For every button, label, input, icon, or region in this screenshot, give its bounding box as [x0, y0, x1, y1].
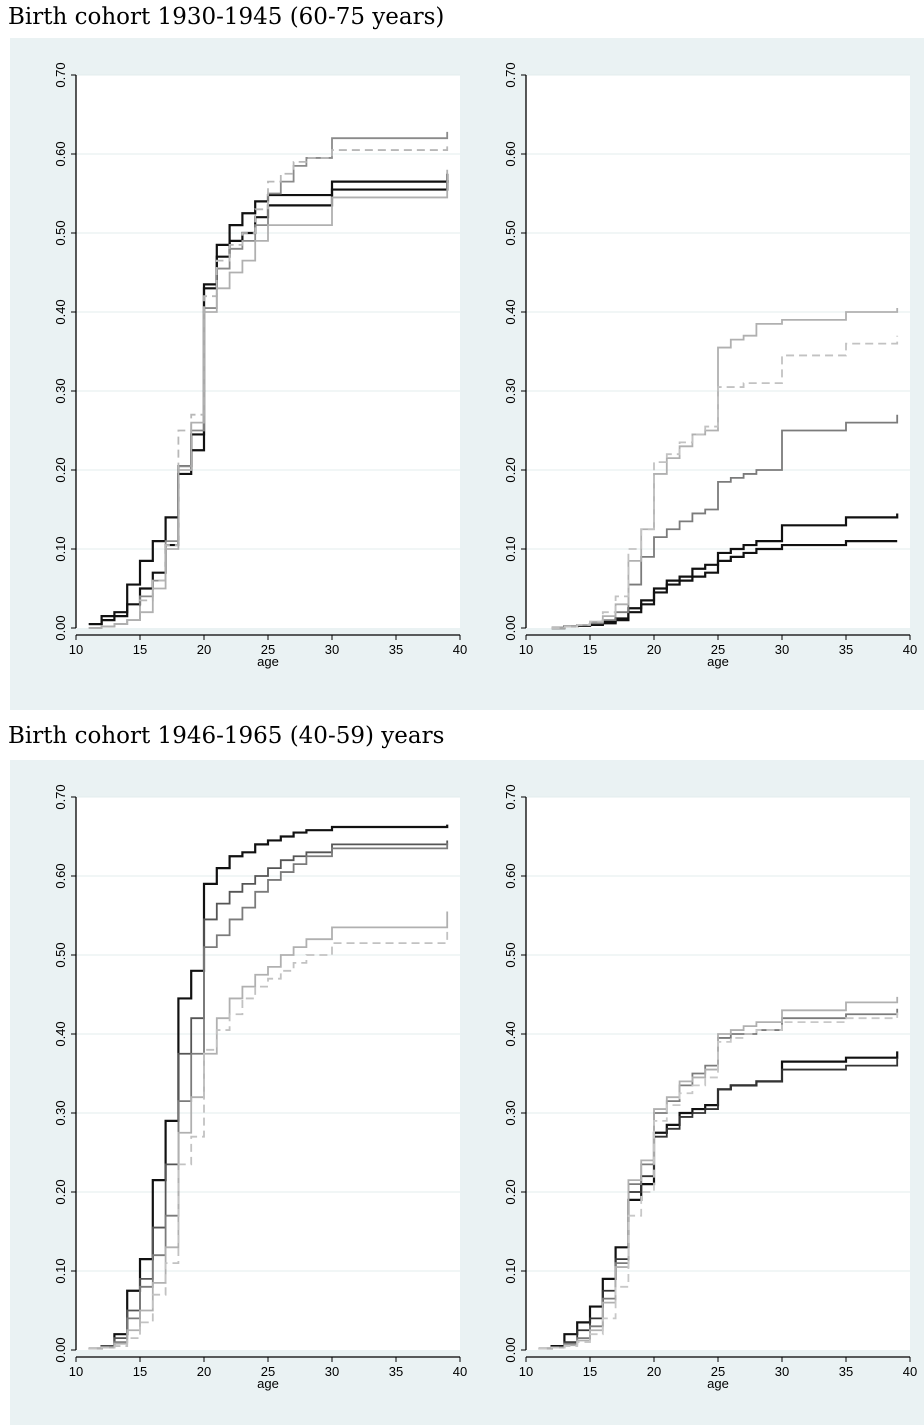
- x-tick-label: 25: [711, 1364, 725, 1379]
- x-tick-label: 40: [903, 642, 917, 657]
- series-line-5: [551, 335, 899, 629]
- y-tick-label: 0.10: [503, 1258, 518, 1283]
- y-tick-label: 0.30: [503, 378, 518, 403]
- series-line-5: [538, 1012, 899, 1350]
- series-line-2: [538, 1057, 899, 1350]
- x-tick-label: 10: [69, 642, 83, 657]
- y-tick-label: 0.50: [503, 942, 518, 967]
- y-tick-label: 0.20: [53, 1179, 68, 1204]
- y-tick-label: 0.00: [503, 1337, 518, 1362]
- y-tick-label: 0.60: [503, 863, 518, 888]
- y-tick-label: 0.40: [53, 1021, 68, 1046]
- y-tick-label: 0.00: [503, 615, 518, 640]
- x-tick-label: 15: [583, 642, 597, 657]
- y-tick-label: 0.20: [503, 1179, 518, 1204]
- x-tick-label: 20: [197, 642, 211, 657]
- x-tick-label: 40: [453, 642, 467, 657]
- y-tick-label: 0.40: [503, 299, 518, 324]
- x-tick-label: 20: [647, 642, 661, 657]
- y-tick-label: 0.70: [53, 784, 68, 809]
- x-tick-label: 15: [133, 1364, 147, 1379]
- series-line-4: [551, 308, 899, 629]
- x-tick-label: 30: [775, 1364, 789, 1379]
- x-tick-label: 30: [775, 642, 789, 657]
- x-tick-label: 10: [519, 642, 533, 657]
- chart-1946-1965-right: 0.00 0.10 0.20 0.30 0.40 0.50 0.60 0.70 10 15 20 25…: [503, 784, 917, 1391]
- y-tick-label: 0.10: [53, 1258, 68, 1283]
- y-tick-label: 0.40: [53, 299, 68, 324]
- x-axis-label: age: [257, 1376, 279, 1391]
- y-tick-label: 0.30: [53, 378, 68, 403]
- cohort-title-1: Birth cohort 1930-1945 (60-75 years): [8, 4, 445, 30]
- chart-1946-1965-left: 0.00 0.10 0.20 0.30 0.40 0.50 0.60 0.70 10 15 20 25…: [53, 784, 467, 1391]
- y-tick-label: 0.10: [53, 536, 68, 561]
- x-tick-label: 25: [261, 1364, 275, 1379]
- x-tick-label: 20: [197, 1364, 211, 1379]
- y-tick-label: 0.10: [503, 536, 518, 561]
- series-line-3: [551, 414, 899, 629]
- y-tick-label: 0.50: [53, 220, 68, 245]
- x-tick-label: 25: [711, 642, 725, 657]
- y-tick-label: 0.60: [53, 863, 68, 888]
- x-tick-label: 40: [903, 1364, 917, 1379]
- y-tick-label: 0.70: [503, 784, 518, 809]
- y-tick-label: 0.70: [53, 62, 68, 87]
- y-tick-label: 0.30: [53, 1100, 68, 1125]
- y-tick-label: 0.40: [503, 1021, 518, 1046]
- chart-1930-1945-right: 0.00 0.10 0.20 0.30 0.40 0.50 0.60 0.70 10 15 20 25…: [503, 62, 917, 669]
- x-tick-label: 35: [389, 642, 403, 657]
- x-tick-label: 35: [839, 642, 853, 657]
- plot-area: [76, 75, 460, 628]
- y-tick-label: 0.60: [53, 141, 68, 166]
- y-tick-label: 0.50: [53, 942, 68, 967]
- x-tick-label: 10: [519, 1364, 533, 1379]
- x-tick-label: 15: [133, 642, 147, 657]
- x-axis-label: age: [707, 654, 729, 669]
- x-tick-label: 40: [453, 1364, 467, 1379]
- series-line-3: [88, 842, 449, 1350]
- plot-area: [526, 797, 910, 1350]
- x-tick-label: 30: [325, 1364, 339, 1379]
- series-line-5: [88, 169, 449, 629]
- cohort-title-2: Birth cohort 1946-1965 (40-59) years: [8, 723, 445, 749]
- y-tick-label: 0.20: [53, 457, 68, 482]
- y-tick-label: 0.30: [503, 1100, 518, 1125]
- x-tick-label: 20: [647, 1364, 661, 1379]
- chart-1930-1945-left: 0.00 0.10 0.20 0.30 0.40 0.50 0.60 0.70 10 15 20 25…: [53, 62, 467, 669]
- x-tick-label: 35: [839, 1364, 853, 1379]
- y-tick-label: 0.00: [53, 615, 68, 640]
- series-line-2: [88, 840, 449, 1350]
- y-tick-label: 0.70: [503, 62, 518, 87]
- y-tick-label: 0.00: [53, 1337, 68, 1362]
- y-tick-label: 0.60: [503, 141, 518, 166]
- x-tick-label: 10: [69, 1364, 83, 1379]
- series-line-4: [538, 996, 899, 1350]
- x-tick-label: 35: [389, 1364, 403, 1379]
- y-tick-label: 0.50: [503, 220, 518, 245]
- x-axis-label: age: [257, 654, 279, 669]
- x-tick-label: 15: [583, 1364, 597, 1379]
- series-line-1: [88, 824, 449, 1350]
- x-tick-label: 30: [325, 642, 339, 657]
- x-axis-label: age: [707, 1376, 729, 1391]
- x-tick-label: 25: [261, 642, 275, 657]
- series-line-5: [88, 931, 449, 1350]
- y-tick-label: 0.20: [503, 457, 518, 482]
- series-line-4: [88, 911, 449, 1350]
